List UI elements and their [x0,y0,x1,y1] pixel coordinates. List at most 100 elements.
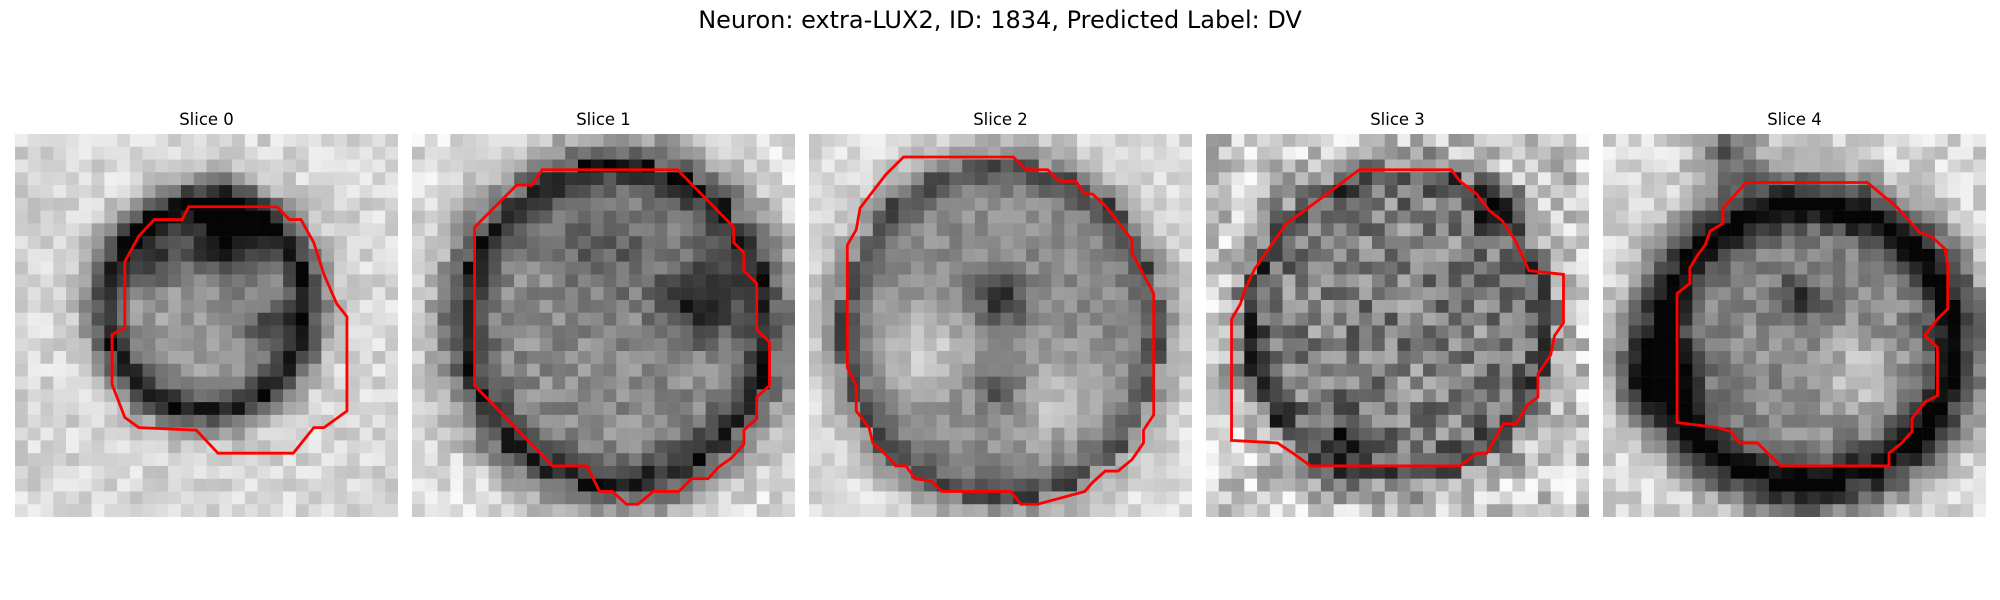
image-pixel [539,185,553,199]
image-pixel [1845,504,1859,517]
image-pixel [834,223,848,237]
image-pixel [1410,478,1424,492]
image-pixel [244,274,258,288]
image-pixel [1000,325,1014,339]
image-pixel [1871,427,1885,441]
image-pixel [1013,185,1027,199]
image-pixel [1410,287,1424,301]
image-pixel [1820,376,1834,390]
image-pixel [629,389,643,403]
image-pixel [616,504,630,517]
image-pixel [1346,351,1360,365]
image-pixel [809,453,823,467]
image-pixel [129,338,143,352]
image-pixel [270,287,284,301]
image-pixel [1960,453,1974,467]
image-pixel [232,440,246,454]
image-pixel [1064,325,1078,339]
image-pixel [1883,402,1897,416]
image-pixel [463,325,477,339]
image-pixel [1231,236,1245,250]
image-pixel [1909,146,1923,160]
image-pixel [308,197,322,211]
image-pixel [270,312,284,326]
image-pixel [1807,146,1821,160]
image-pixel [1576,338,1589,352]
image-pixel [321,159,335,173]
image-pixel [629,287,643,301]
image-pixel [193,414,207,428]
image-pixel [1089,261,1103,275]
image-pixel [1013,363,1027,377]
image-pixel [1537,185,1551,199]
image-pixel [1089,491,1103,505]
image-pixel [15,197,29,211]
image-pixel [78,146,92,160]
image-pixel [1102,363,1116,377]
image-pixel [257,236,271,250]
image-pixel [769,134,783,148]
image-pixel [731,325,745,339]
image-pixel [283,223,297,237]
image-pixel [180,236,194,250]
image-pixel [692,236,706,250]
image-pixel [1807,389,1821,403]
image-pixel [1064,210,1078,224]
image-pixel [1320,172,1334,186]
image-pixel [53,491,67,505]
image-pixel [692,440,706,454]
image-pixel [1000,491,1014,505]
image-pixel [514,210,528,224]
image-pixel [1679,440,1693,454]
image-pixel [1820,427,1834,441]
image-pixel [1858,491,1872,505]
image-pixel [834,261,848,275]
image-pixel [1537,465,1551,479]
image-pixel [308,146,322,160]
image-pixel [1499,261,1513,275]
image-pixel [911,363,925,377]
image-pixel [1705,299,1719,313]
image-pixel [1512,172,1526,186]
image-pixel [936,351,950,365]
image-pixel [1922,134,1936,148]
image-pixel [514,185,528,199]
image-pixel [1231,248,1245,262]
image-pixel [743,210,757,224]
image-pixel [424,146,438,160]
image-pixel [40,465,54,479]
image-pixel [821,274,835,288]
image-pixel [117,351,131,365]
image-pixel [577,453,591,467]
image-pixel [949,338,963,352]
image-pixel [168,248,182,262]
image-pixel [680,197,694,211]
image-pixel [1231,261,1245,275]
image-pixel [155,478,169,492]
image-pixel [1308,402,1322,416]
image-pixel [1512,312,1526,326]
image-pixel [680,453,694,467]
image-pixel [654,427,668,441]
image-pixel [809,465,823,479]
image-pixel [1486,172,1500,186]
image-pixel [1231,453,1245,467]
image-pixel [475,210,489,224]
image-pixel [1218,146,1232,160]
image-pixel [1371,338,1385,352]
image-pixel [1820,210,1834,224]
image-pixel [834,491,848,505]
image-pixel [104,504,118,517]
image-pixel [1525,134,1539,148]
image-pixel [1730,325,1744,339]
image-pixel [1308,414,1322,428]
image-pixel [15,351,29,365]
image-pixel [1641,223,1655,237]
image-pixel [1206,236,1220,250]
image-pixel [1499,172,1513,186]
image-pixel [565,134,579,148]
image-pixel [424,325,438,339]
image-pixel [756,261,770,275]
image-pixel [872,414,886,428]
image-pixel [718,325,732,339]
